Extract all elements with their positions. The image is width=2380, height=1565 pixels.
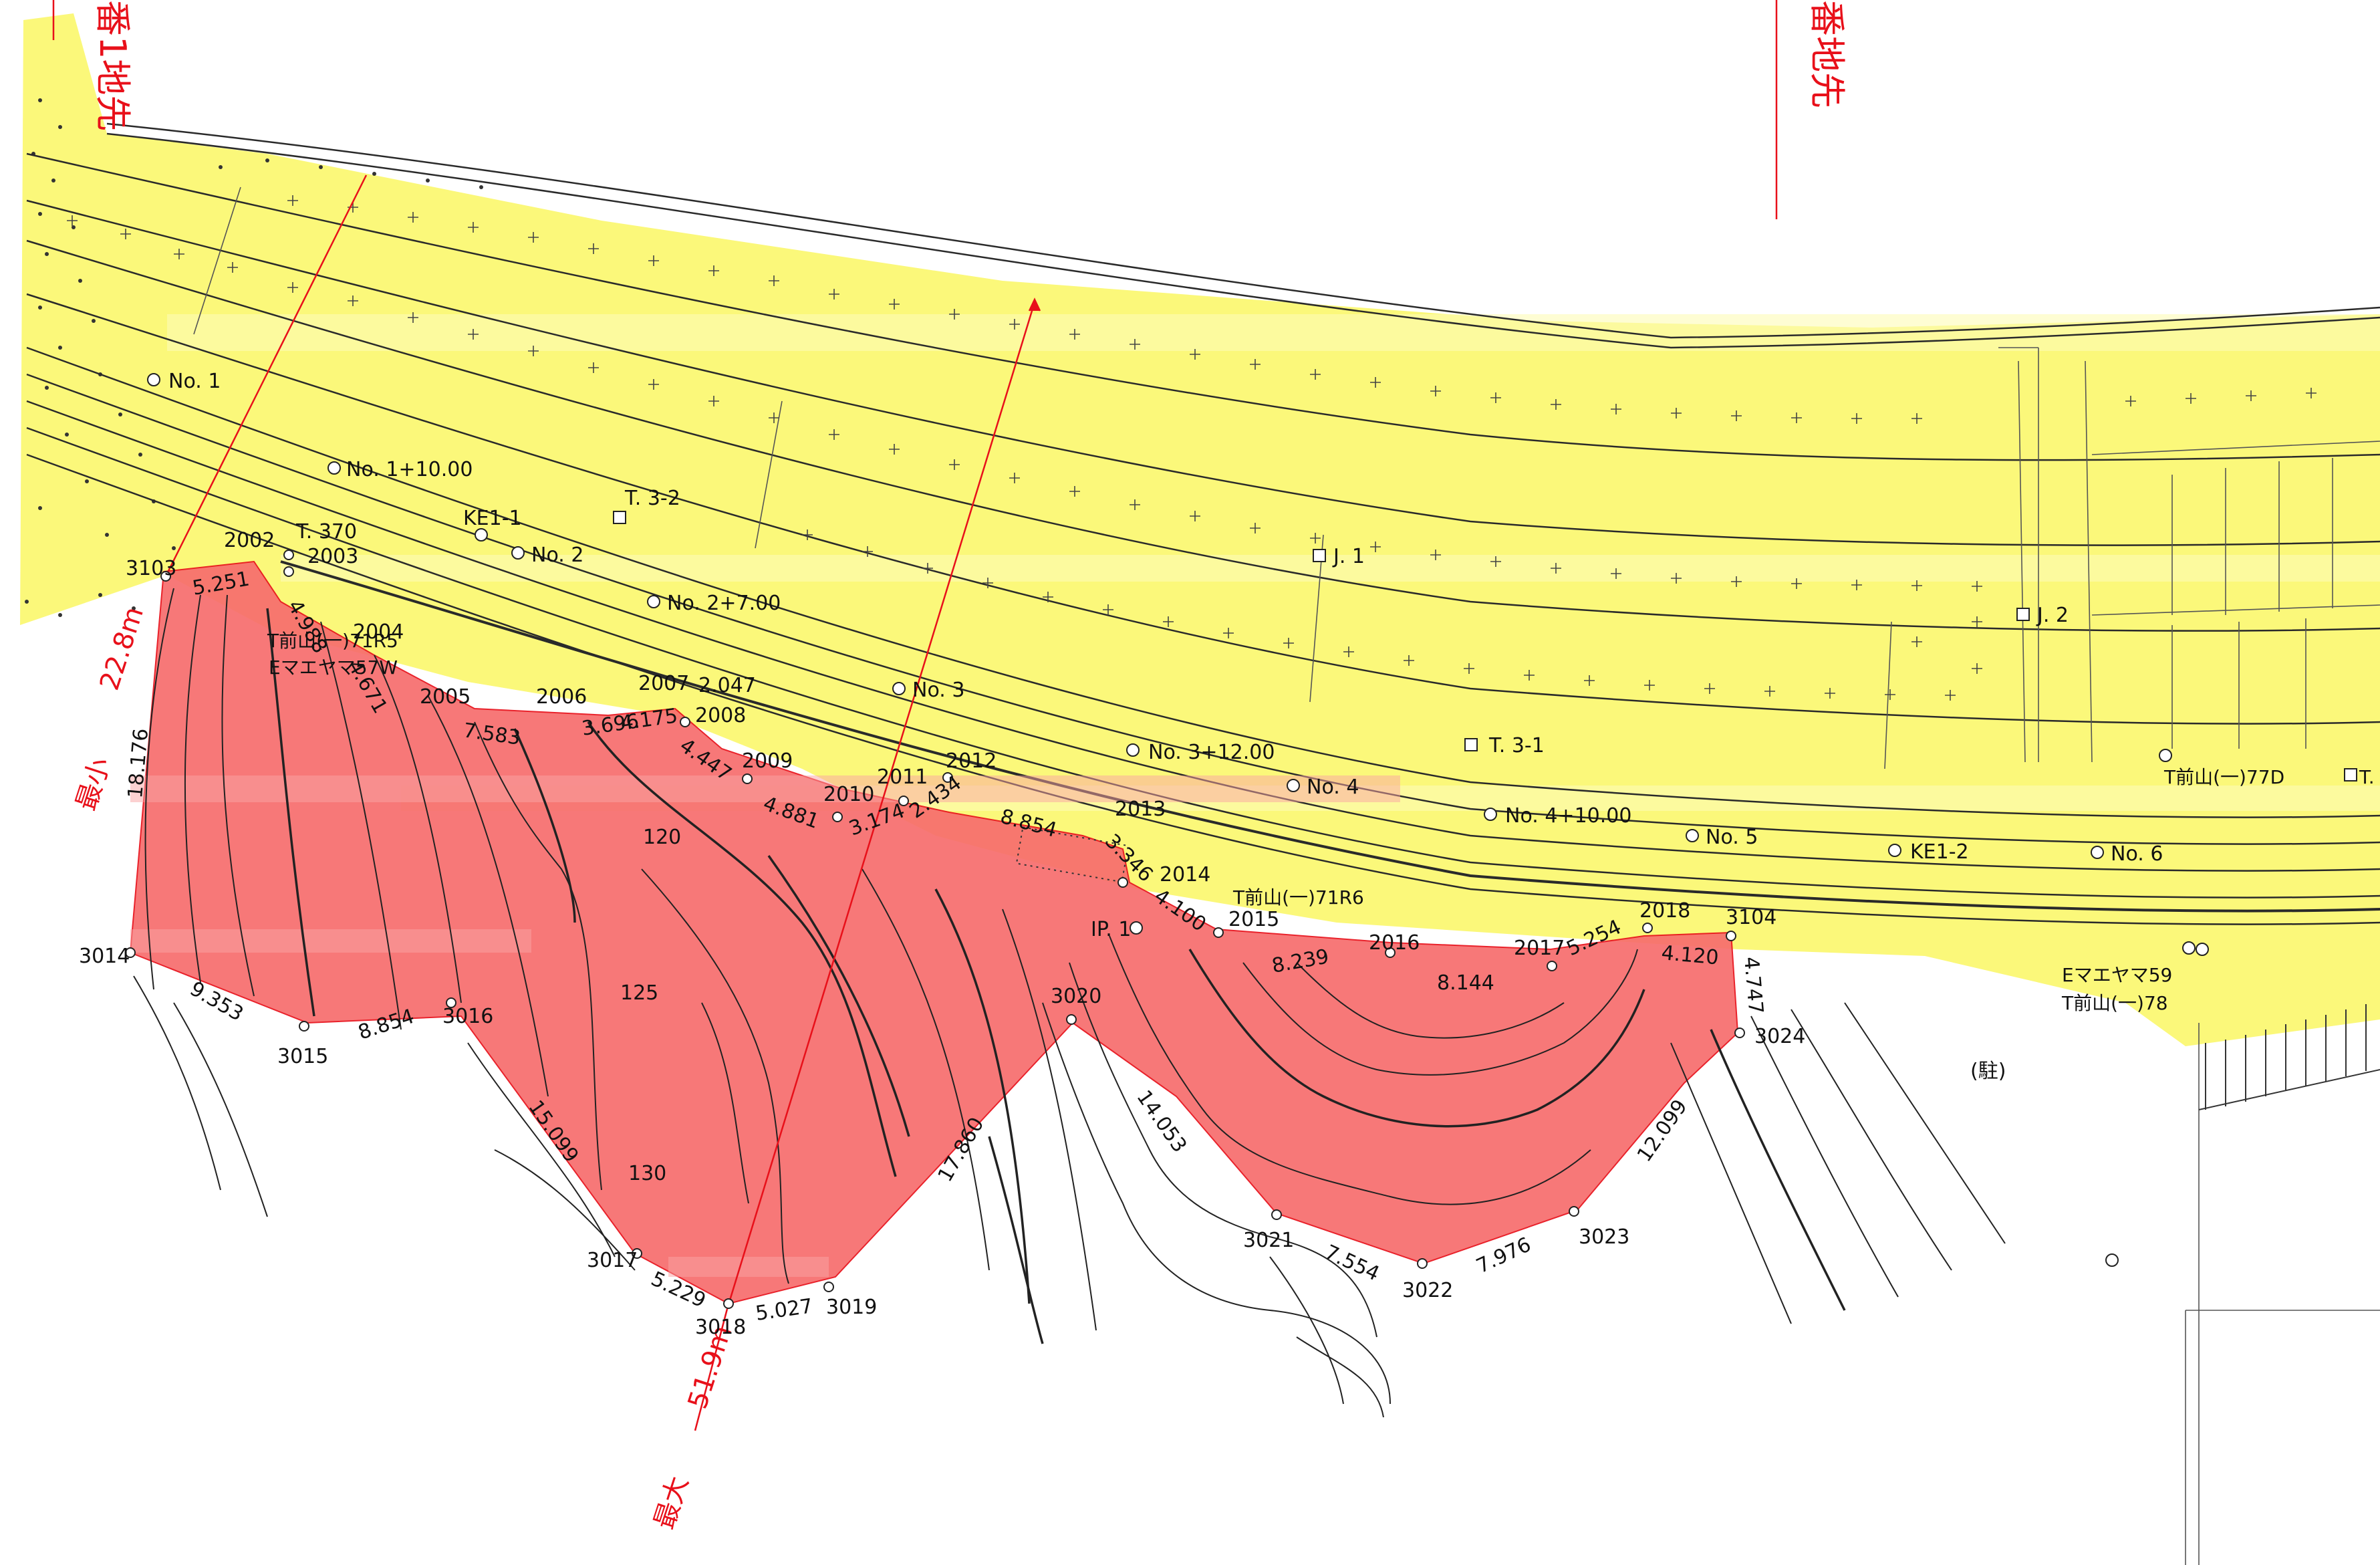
station-labels: No. 1 No. 1+10.00 No. 2 No. 2+7.00 No. 3… — [168, 370, 2163, 866]
marker-e57w: Eマエヤマ57W — [269, 656, 398, 679]
station-no2: No. 2 — [531, 544, 583, 567]
marker-e59: Eマエヤマ59 — [2062, 964, 2172, 986]
point-3104: 3104 — [1726, 906, 1776, 929]
distance-8144: 8.144 — [1437, 971, 1494, 995]
marker-t-edge: T. — [2359, 766, 2375, 788]
yellow-zone — [20, 13, 2380, 1046]
contour-125: 125 — [620, 981, 658, 1005]
contour-labels: 120 125 130 — [620, 826, 681, 1185]
distance-2047: 2.047 — [698, 674, 756, 697]
point-3024: 3024 — [1754, 1025, 1805, 1048]
point-2015: 2015 — [1228, 908, 1279, 931]
left-address-text: 番1地先 — [92, 0, 134, 131]
station-no1: No. 1 — [168, 370, 221, 393]
point-2009: 2009 — [742, 749, 793, 773]
point-2016: 2016 — [1369, 931, 1420, 955]
marker-t31: T. 3-1 — [1488, 734, 1545, 757]
point-2003: 2003 — [307, 545, 358, 568]
point-2012: 2012 — [946, 749, 997, 773]
point-2017: 2017 — [1514, 937, 1565, 960]
red-zone — [129, 560, 1739, 1305]
point-3016: 3016 — [442, 1005, 493, 1028]
point-3023: 3023 — [1579, 1225, 1629, 1249]
marker-j1: J. 1 — [1332, 545, 1365, 568]
point-numbers: 3103 2002 2003 2004 2005 2006 2007 2008 … — [79, 529, 1805, 1339]
marker-t370: T. 370 — [295, 520, 357, 544]
hatched-edge — [2198, 1004, 2380, 1110]
point-2007: 2007 — [638, 672, 689, 695]
station-no3: No. 3 — [912, 679, 964, 702]
point-3020: 3020 — [1051, 985, 1101, 1008]
station-no3p12: No. 3+12.00 — [1148, 741, 1275, 764]
point-2014: 2014 — [1160, 863, 1210, 886]
point-3021: 3021 — [1243, 1229, 1294, 1252]
station-no6: No. 6 — [2111, 842, 2163, 866]
point-3103: 3103 — [126, 557, 176, 580]
point-3022: 3022 — [1402, 1279, 1453, 1302]
min-label-text: 最小 — [71, 754, 116, 814]
right-address-text: 番地先 — [1806, 0, 1848, 108]
point-2013: 2013 — [1115, 798, 1166, 821]
station-no4p10: No. 4+10.00 — [1505, 804, 1631, 828]
station-no1p10: No. 1+10.00 — [346, 458, 473, 481]
distance-5027: 5.027 — [754, 1294, 814, 1326]
field-grid — [193, 187, 2380, 1565]
marker-t78: T前山(一)78 — [2061, 992, 2168, 1014]
point-2005: 2005 — [420, 685, 471, 709]
contour-lines — [133, 588, 2006, 1418]
max-label-text: 最大 — [649, 1473, 694, 1533]
marker-ke11: KE1-1 — [463, 507, 522, 530]
min-value-text: 22.8m — [94, 603, 150, 694]
marker-t71r6: T前山(一)71R6 — [1232, 886, 1364, 909]
marker-t77d: T前山(一)77D — [2163, 766, 2284, 788]
marker-labels: KE1-1 T. 3-2 T. 370 J. 1 J. 2 T. 3-1 IP.… — [267, 487, 2375, 1083]
marker-ip1: IP. 1 — [1091, 918, 1131, 941]
point-3019: 3019 — [826, 1296, 877, 1319]
point-2008: 2008 — [695, 704, 746, 727]
station-no5: No. 5 — [1706, 826, 1758, 849]
field-crosses — [67, 195, 2317, 701]
point-2011: 2011 — [877, 765, 928, 789]
station-no4: No. 4 — [1307, 775, 1359, 799]
marker-t32: T. 3-2 — [624, 487, 680, 510]
point-markers — [125, 373, 2357, 1309]
point-2002: 2002 — [224, 529, 275, 552]
road-linework — [26, 122, 2380, 925]
point-3015: 3015 — [277, 1045, 328, 1068]
point-3014: 3014 — [79, 945, 130, 968]
point-2004: 2004 — [353, 620, 404, 644]
contour-120: 120 — [643, 826, 681, 849]
marker-j2: J. 2 — [2036, 604, 2069, 627]
point-3017: 3017 — [587, 1249, 638, 1272]
distance-4120: 4.120 — [1660, 941, 1720, 969]
station-ke12: KE1-2 — [1910, 840, 1969, 864]
distance-7554: 7.554 — [1321, 1241, 1383, 1286]
distance-4747: 4.747 — [1739, 956, 1767, 1015]
point-2018: 2018 — [1639, 899, 1690, 923]
measurement-lines — [52, 0, 1778, 1431]
marker-t71r5: T前山(一)71R5 — [267, 630, 398, 652]
contour-130: 130 — [628, 1162, 666, 1185]
point-2010: 2010 — [823, 783, 874, 806]
station-no2p7: No. 2+7.00 — [667, 592, 781, 615]
point-3018: 3018 — [695, 1316, 746, 1339]
marker-parking: (駐) — [1970, 1060, 2006, 1083]
point-2006: 2006 — [536, 685, 587, 709]
